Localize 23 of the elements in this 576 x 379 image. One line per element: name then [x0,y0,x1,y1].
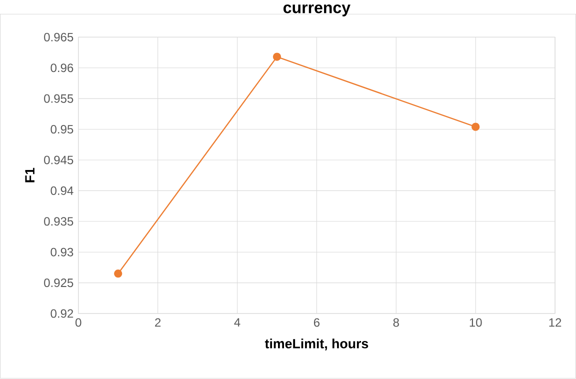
chart-title: currency [283,4,350,17]
y-tick-label: 0.925 [44,278,74,288]
x-tick-label: 4 [234,318,240,327]
x-tick-label: 6 [314,318,320,327]
y-tick-label: 0.965 [44,33,74,42]
y-tick-label: 0.945 [44,156,74,164]
y-tick-label: 0.92 [50,309,74,318]
x-tick-label: 2 [155,318,161,327]
x-tick-label: 12 [549,318,562,327]
y-tick-label: 0.96 [50,64,74,72]
point [272,52,282,62]
y-tick-label: 0.935 [44,217,74,226]
point [114,270,122,278]
y-tick-label: 0.95 [50,125,74,134]
y-axis-title: F1 [25,168,34,182]
y-tick-label: 0.94 [50,186,74,196]
x-axis-title: timeLimit, hours [264,338,368,351]
x-tick-label: 0 [75,318,82,327]
x-tick-label: 10 [470,318,482,327]
x-tick-label: 8 [393,318,399,327]
point [472,122,480,132]
y-tick-label: 0.955 [44,94,74,104]
y-tick-label: 0.93 [50,248,74,257]
